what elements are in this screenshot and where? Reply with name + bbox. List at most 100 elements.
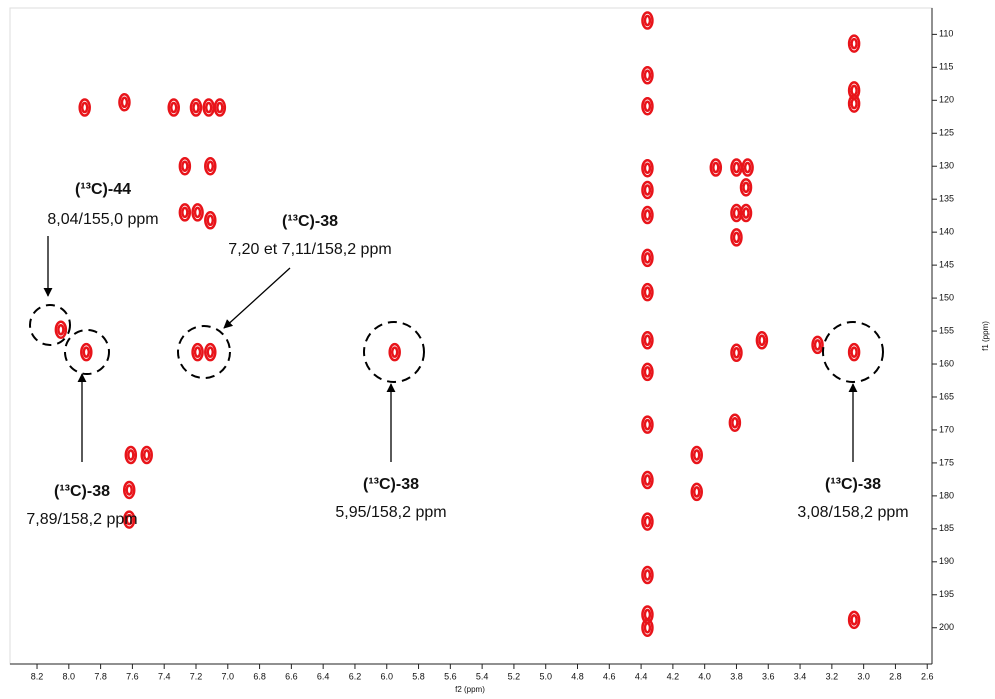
x-tick-label: 4.2: [667, 671, 680, 681]
peak: [730, 158, 743, 177]
x-tick-label: 5.2: [508, 671, 521, 681]
peak-contour: [641, 158, 654, 178]
peak: [641, 158, 654, 178]
y-tick-label: 150: [939, 292, 954, 302]
peak-contour: [213, 98, 227, 117]
x-tick-label: 3.4: [794, 671, 807, 681]
peak: [204, 156, 217, 176]
peak: [641, 331, 654, 350]
peak-contour: [731, 416, 739, 429]
y-tick-label: 160: [939, 358, 954, 368]
x-tick-label: 6.0: [380, 671, 393, 681]
plot-frame: [9, 7, 933, 665]
peak: [690, 445, 703, 465]
x-tick-label: 7.4: [158, 671, 171, 681]
y-tick-label: 175: [939, 457, 954, 467]
peak-contour: [206, 160, 215, 172]
peak-contour: [57, 323, 65, 336]
peak: [189, 98, 203, 117]
x-tick-label: 4.4: [635, 671, 648, 681]
peak: [641, 512, 654, 531]
peak-contour: [643, 162, 652, 174]
peak: [755, 331, 769, 350]
peak: [641, 96, 654, 116]
annotation-text: 8,04/155,0 ppm: [47, 211, 158, 228]
peak: [709, 158, 723, 177]
peak-contour: [728, 413, 742, 432]
peak-contour: [118, 93, 131, 112]
peak-contour: [730, 343, 743, 363]
peak-contour: [742, 207, 750, 219]
peak: [140, 445, 153, 465]
peak-contour: [78, 98, 91, 117]
peak-contour: [204, 101, 213, 114]
peak: [641, 65, 654, 85]
peak-contour: [692, 486, 701, 498]
annotation-text: 7,20 et 7,11/158,2 ppm: [228, 241, 391, 258]
x-tick-label: 5.0: [539, 671, 552, 681]
peak: [641, 205, 654, 225]
peak: [730, 343, 743, 363]
peak: [124, 445, 138, 465]
peak-contour: [206, 346, 215, 358]
peak-contour: [125, 513, 133, 526]
peak-contour: [82, 346, 91, 358]
x-tick-label: 4.8: [571, 671, 584, 681]
peak-contour: [122, 480, 136, 500]
peak-contour: [641, 362, 654, 382]
peak-contour: [643, 621, 652, 634]
peak-contour: [712, 161, 720, 174]
peak-contour: [813, 339, 822, 351]
peak: [641, 470, 654, 490]
y-tick-label: 130: [939, 161, 954, 171]
x-tick-label: 8.2: [31, 671, 44, 681]
x-tick-label: 2.8: [889, 671, 902, 681]
peak: [741, 158, 754, 177]
peak: [178, 156, 192, 176]
x-tick-label: 6.6: [285, 671, 298, 681]
peak-contour: [643, 286, 652, 298]
y-tick-label: 140: [939, 227, 954, 237]
x-tick-label: 3.6: [762, 671, 775, 681]
peak-contour: [732, 231, 741, 244]
peak: [80, 342, 93, 362]
peak-contour: [739, 178, 753, 197]
peak-contour: [169, 101, 178, 114]
peak-contour: [643, 366, 652, 378]
peak-contour: [847, 94, 861, 113]
peak-contour: [732, 347, 741, 359]
peak: [641, 415, 654, 434]
x-tick-label: 3.2: [826, 671, 839, 681]
peak-contour: [641, 415, 654, 434]
peak-contour: [742, 181, 750, 194]
dashed-highlight: [177, 325, 231, 379]
peak-contour: [142, 449, 151, 461]
peak: [641, 362, 654, 382]
peak-contour: [167, 98, 180, 117]
x-tick-label: 8.0: [63, 671, 76, 681]
x-tick-label: 5.6: [444, 671, 457, 681]
peak-contour: [641, 65, 654, 85]
peak-contour: [643, 184, 652, 196]
y-tick-label: 125: [939, 128, 954, 138]
x-tick-label: 4.0: [698, 671, 711, 681]
peak: [204, 211, 217, 230]
peak-contour: [388, 342, 401, 362]
peak-contour: [641, 96, 654, 116]
peak: [122, 480, 136, 500]
peak-contour: [847, 610, 861, 630]
x-tick-label: 5.8: [412, 671, 425, 681]
x-tick-label: 7.0: [222, 671, 235, 681]
peak-contour: [847, 34, 861, 53]
y-tick-label: 155: [939, 325, 954, 335]
annotation-title: (¹³C)-44: [75, 181, 131, 198]
peak: [213, 98, 227, 117]
peak: [641, 248, 654, 268]
peak: [739, 203, 753, 223]
peak-contour: [641, 618, 654, 637]
peak-contour: [178, 203, 192, 222]
x-tick-label: 4.6: [603, 671, 616, 681]
y-tick-label: 170: [939, 424, 954, 434]
dashed-highlight: [64, 329, 110, 375]
peak: [641, 565, 654, 585]
